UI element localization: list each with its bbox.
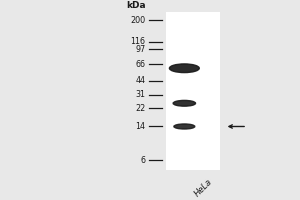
Text: 200: 200 <box>130 16 146 25</box>
Ellipse shape <box>174 124 195 129</box>
Text: kDa: kDa <box>126 1 146 10</box>
Ellipse shape <box>169 64 199 73</box>
Ellipse shape <box>173 100 196 106</box>
Text: 14: 14 <box>136 122 146 131</box>
Text: 22: 22 <box>135 104 146 113</box>
Text: 97: 97 <box>135 45 146 54</box>
Text: 44: 44 <box>136 76 146 85</box>
Text: 116: 116 <box>130 37 146 46</box>
Text: HeLa: HeLa <box>193 177 214 198</box>
Text: 66: 66 <box>136 60 146 69</box>
Text: 6: 6 <box>140 156 146 165</box>
Bar <box>167 12 220 170</box>
Text: 31: 31 <box>136 90 146 99</box>
